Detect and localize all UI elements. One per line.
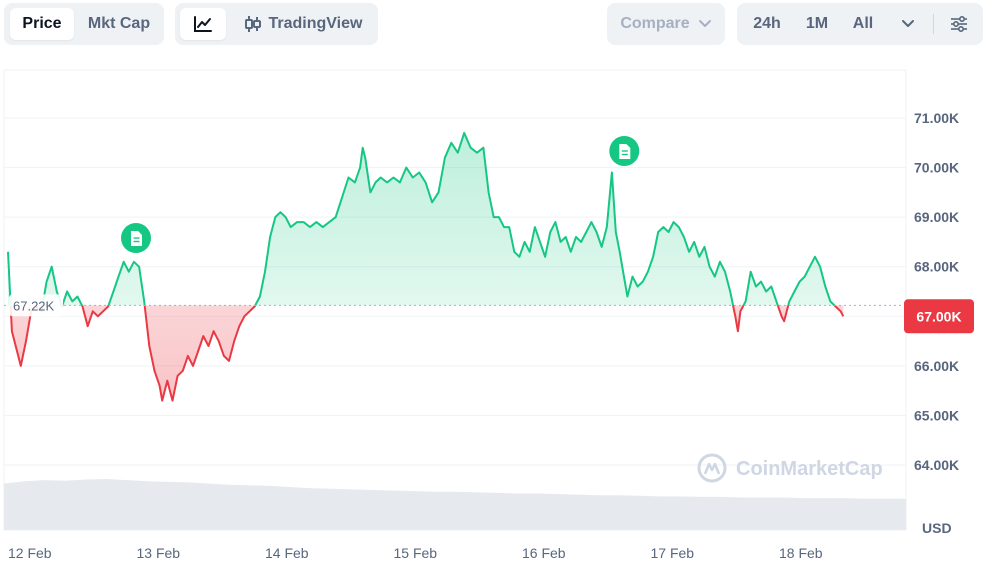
y-tick-label: 71.00K <box>914 110 959 126</box>
news-document-icon[interactable] <box>121 223 151 253</box>
news-markers[interactable] <box>121 136 640 253</box>
compare-dropdown[interactable]: Compare <box>607 3 725 45</box>
range-divider <box>933 14 934 34</box>
view-tab-group: Price Mkt Cap <box>4 3 164 45</box>
compare-label: Compare <box>620 15 690 32</box>
current-price-badge <box>904 299 974 334</box>
price-series <box>7 131 845 402</box>
reference-line: 67.22K 67.00K <box>4 294 974 334</box>
range-dropdown-button[interactable] <box>889 8 927 40</box>
y-unit-label: USD <box>922 520 952 536</box>
reference-value-label: 67.22K <box>13 298 55 313</box>
range-24h-button[interactable]: 24h <box>753 15 781 32</box>
tradingview-mode-button[interactable]: TradingView <box>235 8 371 40</box>
price-chart[interactable]: CoinMarketCap 67.22K 67.00K 71.00K 70.00K 6… <box>0 60 986 563</box>
x-tick-label: 18 Feb <box>779 545 823 561</box>
sliders-icon <box>951 16 967 32</box>
price-chart-svg[interactable]: CoinMarketCap 67.22K 67.00K 71.00K 70.00K 6… <box>0 60 986 563</box>
chevron-down-icon <box>902 20 914 27</box>
y-tick-label: 68.00K <box>914 259 959 275</box>
volume-shape <box>4 479 906 530</box>
x-tick-label: 12 Feb <box>8 545 52 561</box>
chart-mode-group: TradingView <box>175 3 378 45</box>
range-all-button[interactable]: All <box>852 15 874 32</box>
candlestick-icon <box>244 15 262 33</box>
area-above-reference <box>8 132 835 306</box>
price-line-above <box>7 131 836 306</box>
news-document-icon[interactable] <box>609 136 640 166</box>
range-selector: 24h 1M All <box>737 3 983 45</box>
reference-label-bg <box>9 294 63 317</box>
coinmarketcap-watermark: CoinMarketCap <box>697 453 883 483</box>
y-tick-label: 65.00K <box>914 407 959 423</box>
chart-toolbar: Price Mkt Cap TradingView Compare <box>0 3 986 47</box>
x-tick-label: 17 Feb <box>651 545 695 561</box>
y-tick-label: 70.00K <box>914 160 959 176</box>
tradingview-label: TradingView <box>268 15 363 32</box>
watermark-text: CoinMarketCap <box>736 458 883 480</box>
x-axis: 12 Feb 13 Feb 14 Feb 15 Feb 16 Feb 17 Feb 18 F… <box>8 545 823 561</box>
volume-area <box>4 479 906 530</box>
tab-mkt-cap[interactable]: Mkt Cap <box>87 15 151 32</box>
y-axis: 71.00K 70.00K 69.00K 68.00K 66.00K 65.00K 64.0… <box>914 110 959 536</box>
current-price-label: 67.00K <box>916 308 961 324</box>
coinmarketcap-logo-mark <box>703 462 721 475</box>
y-tick-label: 69.00K <box>914 209 959 225</box>
y-tick-label: 64.00K <box>914 457 959 473</box>
y-tick-label: 66.00K <box>914 358 959 374</box>
x-tick-label: 15 Feb <box>394 545 438 561</box>
chart-settings-button[interactable] <box>941 8 977 40</box>
coinmarketcap-logo-icon <box>697 453 727 483</box>
x-tick-label: 13 Feb <box>137 545 181 561</box>
range-1m-button[interactable]: 1M <box>805 15 829 32</box>
tab-price[interactable]: Price <box>10 8 74 40</box>
line-chart-icon <box>194 16 212 32</box>
x-tick-label: 16 Feb <box>522 545 566 561</box>
area-below-reference <box>8 305 844 401</box>
line-chart-mode-button[interactable] <box>180 8 226 40</box>
x-tick-label: 14 Feb <box>265 545 309 561</box>
chevron-down-icon <box>698 19 712 29</box>
